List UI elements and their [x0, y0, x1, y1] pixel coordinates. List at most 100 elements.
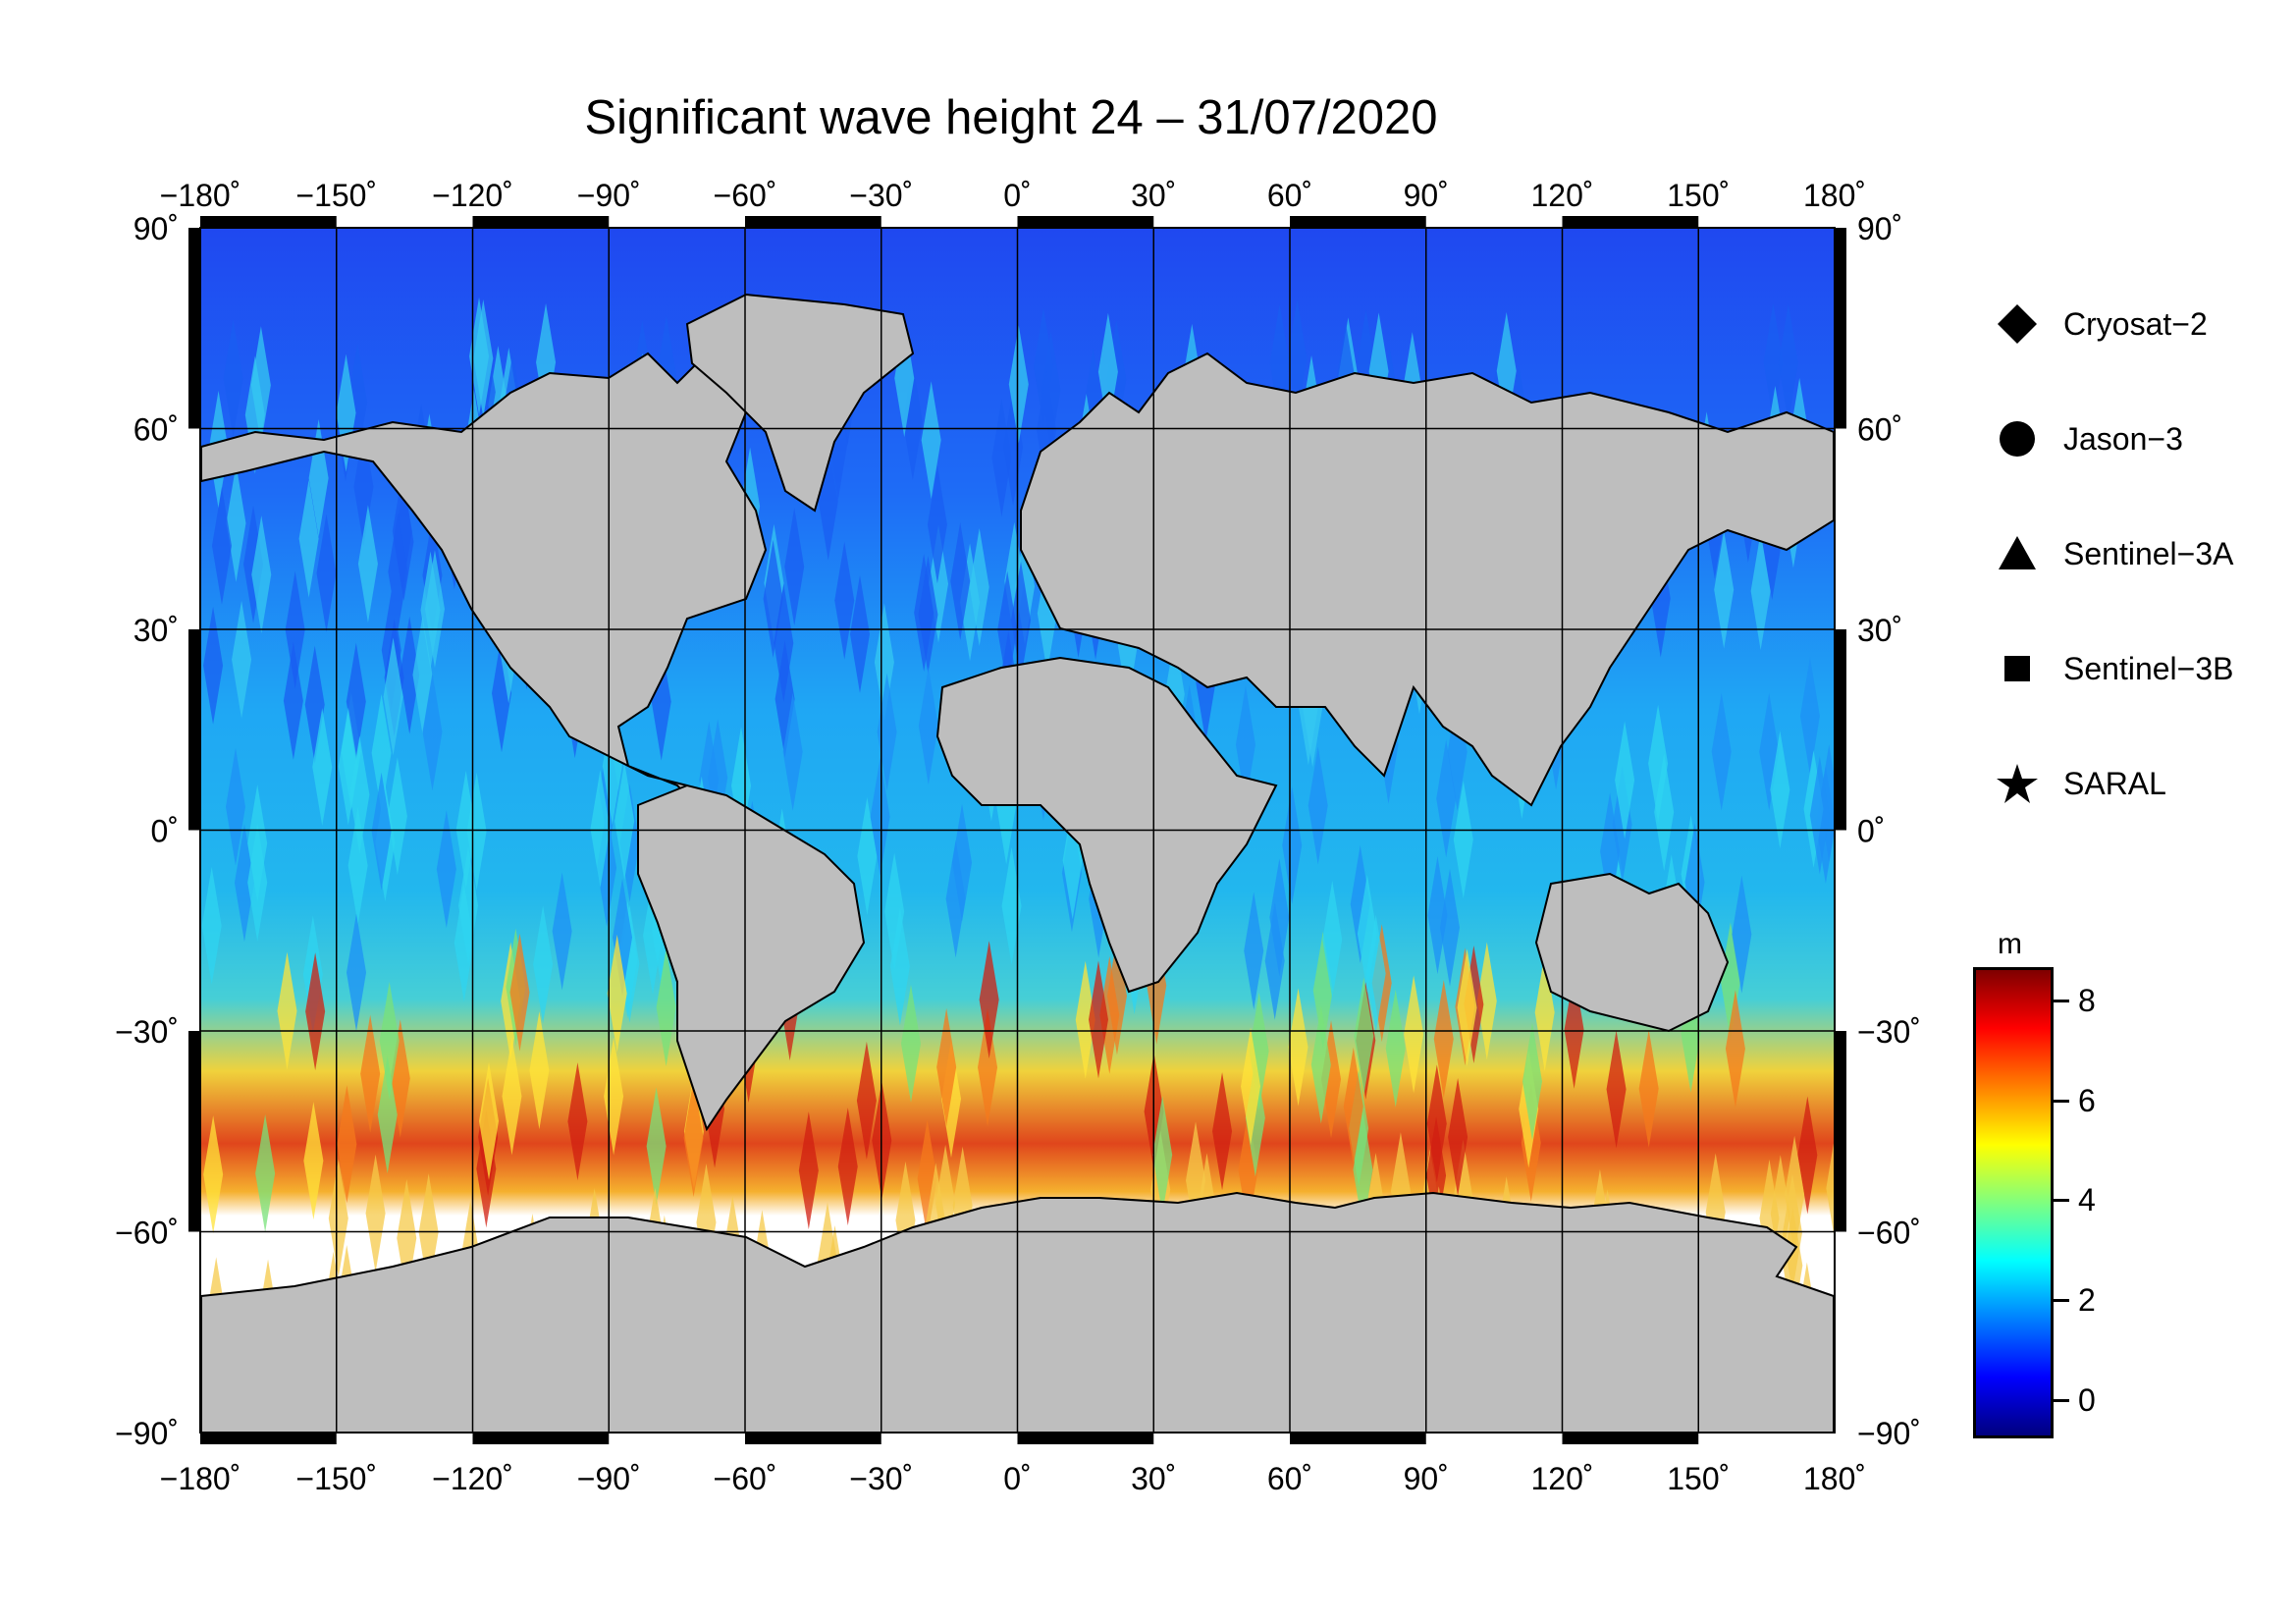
colorbar-unit: m [1998, 928, 2022, 960]
swath-mark [211, 486, 232, 605]
lon-tick-label: 150˚ [1667, 1461, 1730, 1496]
swath-mark [312, 708, 333, 827]
legend-label: Sentinel−3A [2063, 535, 2234, 571]
colorbar-tick [2054, 999, 2069, 1002]
swath-mark [900, 984, 921, 1103]
swath-mark [328, 1159, 348, 1277]
swath-mark [567, 1062, 588, 1181]
lat-tick-label: −30˚ [115, 1014, 179, 1050]
lon-tick-label: −90˚ [577, 1461, 641, 1496]
swath-mark [383, 637, 403, 756]
swath-mark [316, 514, 337, 632]
australia-land [1534, 872, 1730, 1033]
swath-mark [479, 1061, 500, 1180]
swath-mark [473, 298, 494, 417]
frame-bar [1835, 228, 1846, 429]
lon-tick-label: −120˚ [432, 178, 513, 213]
swath-mark [1778, 303, 1798, 422]
swath-mark [914, 553, 934, 672]
lat-tick-label: 0˚ [1857, 814, 1885, 849]
lon-tick-label: −60˚ [714, 178, 777, 213]
swath-mark [1008, 325, 1029, 444]
swath-mark [1770, 730, 1790, 849]
swath-mark [533, 905, 554, 1024]
lat-tick-label: 60˚ [133, 412, 179, 448]
swath-mark [283, 641, 303, 760]
swath-mark [850, 574, 871, 693]
swath-mark [529, 1011, 550, 1130]
swath-mark [889, 907, 910, 1026]
swath-mark [347, 913, 367, 1032]
lon-tick-label: 120˚ [1530, 178, 1593, 213]
swath-mark [1606, 1030, 1627, 1149]
lon-tick-label: −180˚ [160, 178, 241, 213]
swath-mark [683, 1079, 704, 1198]
swath-mark [870, 757, 890, 876]
swath-mark [377, 1055, 398, 1174]
lat-tick-label: 90˚ [133, 211, 179, 246]
colorbar-tick [2054, 1099, 2069, 1103]
chart-title: Significant wave height 24 – 31/07/2020 [584, 91, 1438, 144]
legend-label: Jason−3 [2063, 420, 2183, 457]
lat-tick-label: 30˚ [133, 613, 179, 648]
swath-mark [1799, 657, 1820, 776]
swath-mark [1427, 856, 1448, 975]
south-america-land [637, 784, 866, 1132]
circle-icon [1993, 414, 2042, 463]
legend-item-jason: Jason−3 [1993, 409, 2183, 468]
swath-mark [979, 941, 999, 1059]
frame-bar [1017, 1433, 1154, 1444]
greenland-land [685, 293, 915, 513]
swath-mark [784, 508, 805, 626]
swath-mark [1075, 960, 1095, 1079]
frame-bar [1835, 629, 1846, 831]
swath-mark [590, 770, 611, 889]
colorbar-tick [2054, 1199, 2069, 1203]
swath-mark [1404, 975, 1424, 1094]
swath-mark [1354, 977, 1374, 1096]
colorbar-tick-label: 8 [2078, 982, 2096, 1018]
frame-bar [472, 216, 610, 228]
swath-mark [1244, 892, 1264, 1010]
lon-tick-label: 0˚ [1003, 1461, 1031, 1496]
lon-tick-label: 90˚ [1404, 178, 1449, 213]
frame-bar [1835, 1031, 1846, 1232]
swath-mark [1357, 874, 1377, 993]
frame-bar [188, 629, 200, 831]
swath-mark [950, 521, 971, 640]
swath-mark [277, 951, 297, 1070]
swath-mark [1725, 990, 1745, 1109]
lon-tick-label: 120˚ [1530, 1461, 1593, 1496]
legend-item-saral: SARAL [1993, 754, 2166, 813]
star-icon [1993, 759, 2042, 808]
frame-bar [1290, 216, 1426, 228]
swath-mark [1288, 988, 1308, 1107]
frame-bar [1017, 216, 1154, 228]
lat-tick-label: 30˚ [1857, 613, 1902, 648]
swath-mark [379, 981, 400, 1100]
legend-label: SARAL [2063, 765, 2166, 801]
square-icon [1993, 644, 2042, 693]
swath-mark [1750, 532, 1771, 651]
swath-mark [226, 463, 246, 582]
triangle-icon [1993, 529, 2042, 578]
swath-mark [502, 1037, 522, 1156]
lat-tick-label: −90˚ [115, 1416, 179, 1451]
frame-bar [1562, 1433, 1699, 1444]
swath-mark [921, 381, 941, 500]
swath-mark [357, 505, 378, 623]
frame-bar [200, 216, 337, 228]
swath-mark [1385, 989, 1406, 1108]
swath-mark [1088, 960, 1108, 1079]
swath-mark [400, 616, 420, 734]
lat-tick-label: −90˚ [1857, 1416, 1921, 1451]
lat-tick-label: −60˚ [1857, 1216, 1921, 1251]
frame-bar [1562, 216, 1699, 228]
colorbar-tick-label: 2 [2078, 1282, 2096, 1319]
swath-mark [1785, 1135, 1805, 1254]
swath-mark [305, 952, 326, 1071]
swath-mark [1433, 980, 1454, 1099]
eurasia-land [1020, 352, 1835, 807]
swath-mark [856, 1041, 877, 1160]
swath-mark [782, 692, 803, 811]
